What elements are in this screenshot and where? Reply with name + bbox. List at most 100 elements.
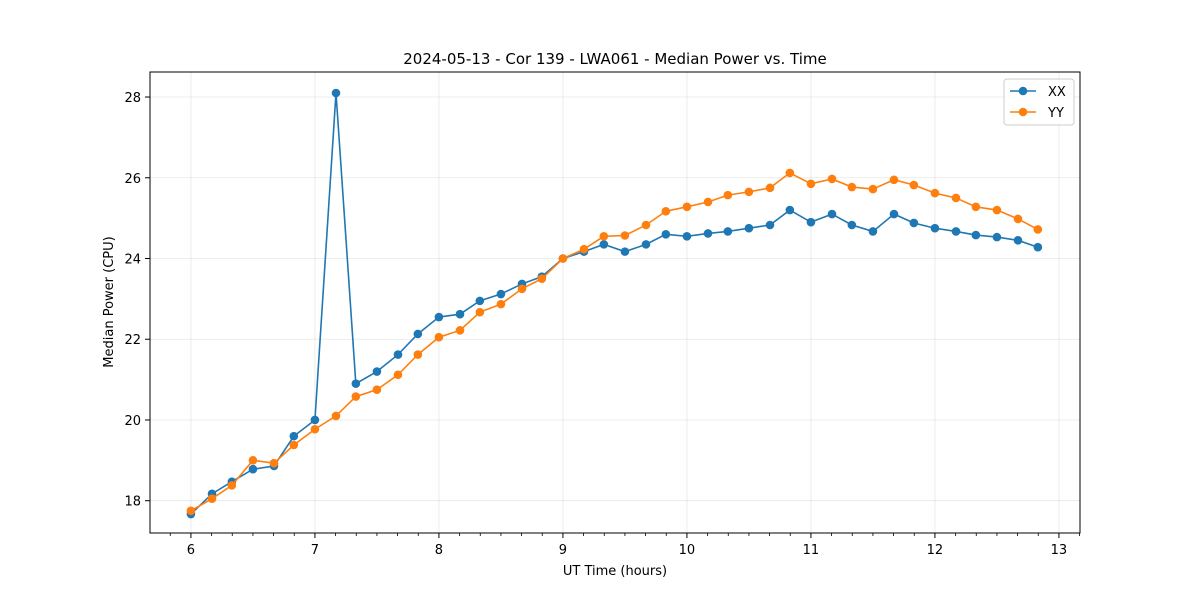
data-point-yy <box>269 458 279 468</box>
data-point-yy <box>785 168 795 178</box>
data-point-yy <box>951 193 961 203</box>
data-point-yy <box>248 456 258 465</box>
data-point-yy <box>703 197 713 207</box>
data-point-yy <box>599 231 609 241</box>
data-point-xx <box>372 367 382 376</box>
data-point-yy <box>847 182 857 192</box>
grid <box>150 72 1080 533</box>
legend: XX YY <box>1003 78 1075 126</box>
y-tick-label: 28 <box>124 91 141 106</box>
data-point-yy <box>620 231 630 240</box>
data-point-xx <box>393 350 403 359</box>
data-point-xx <box>806 217 816 227</box>
x-axis-label: UT Time (hours) <box>563 564 667 579</box>
data-point-yy <box>992 205 1002 215</box>
data-point-yy <box>496 299 506 309</box>
data-point-xx <box>889 209 899 219</box>
data-point-yy <box>475 307 485 317</box>
data-point-yy <box>1033 225 1043 234</box>
data-point-xx <box>785 205 795 215</box>
chart-title: 2024-05-13 - Cor 139 - LWA061 - Median P… <box>403 50 827 68</box>
data-point-yy <box>517 284 527 294</box>
data-point-xx <box>992 232 1002 242</box>
data-point-yy <box>641 220 651 230</box>
data-point-yy <box>806 179 816 189</box>
data-point-yy <box>537 274 547 283</box>
legend-label-yy: YY <box>1047 106 1064 121</box>
x-axis: 6 7 8 9 10 11 12 13 <box>169 533 1080 558</box>
y-tick-label: 18 <box>124 495 141 510</box>
data-point-yy <box>331 411 341 421</box>
data-point-yy <box>909 180 919 190</box>
legend-marker-xx <box>1018 86 1028 96</box>
y-axis-label: Median Power (CPU) <box>102 236 117 367</box>
data-point-yy <box>558 254 568 263</box>
data-point-yy <box>207 494 217 503</box>
y-tick-label: 26 <box>124 172 141 187</box>
data-point-xx <box>455 309 465 319</box>
data-point-xx <box>703 229 713 238</box>
data-point-yy <box>971 202 981 212</box>
data-point-xx <box>434 312 444 322</box>
data-point-xx <box>930 223 940 233</box>
x-tick-label: 13 <box>1051 543 1068 558</box>
series-layer <box>186 88 1043 519</box>
data-point-xx <box>827 209 837 219</box>
data-point-yy <box>289 440 299 450</box>
data-point-yy <box>227 481 237 490</box>
data-point-yy <box>723 190 733 200</box>
legend-label-xx: XX <box>1048 85 1066 100</box>
data-point-yy <box>186 506 196 516</box>
data-point-yy <box>765 183 775 193</box>
data-point-xx <box>289 431 299 441</box>
data-point-xx <box>599 240 609 249</box>
data-point-xx <box>413 329 423 339</box>
x-tick-label: 8 <box>435 543 443 558</box>
data-point-xx <box>744 223 754 233</box>
y-tick-label: 20 <box>124 414 141 429</box>
data-point-xx <box>661 229 671 239</box>
plot-frame <box>149 71 1081 534</box>
x-tick-label: 6 <box>187 543 195 558</box>
data-point-xx <box>496 289 506 299</box>
data-point-xx <box>1033 242 1043 252</box>
data-point-yy <box>661 206 671 216</box>
data-point-yy <box>434 332 444 342</box>
data-point-yy <box>455 326 465 335</box>
x-tick-label: 7 <box>311 543 319 558</box>
data-point-xx <box>248 464 258 474</box>
x-tick-label: 12 <box>927 543 944 558</box>
data-point-xx <box>641 240 651 249</box>
legend-marker-yy <box>1018 107 1028 117</box>
data-point-xx <box>1013 236 1023 245</box>
data-point-yy <box>372 385 382 394</box>
y-axis: 18 20 22 24 26 28 <box>124 91 150 510</box>
x-tick-label: 11 <box>803 543 820 558</box>
data-point-xx <box>723 227 733 236</box>
data-point-yy <box>351 392 361 401</box>
data-point-yy <box>413 350 423 359</box>
data-point-xx <box>310 415 320 425</box>
data-point-yy <box>579 244 589 254</box>
data-point-xx <box>847 220 857 230</box>
data-point-yy <box>889 175 899 185</box>
data-point-yy <box>868 184 878 194</box>
data-point-xx <box>909 218 919 228</box>
y-tick-label: 22 <box>124 333 141 348</box>
data-point-yy <box>1013 214 1023 224</box>
data-point-xx <box>475 296 485 306</box>
data-point-xx <box>765 220 775 230</box>
data-point-yy <box>310 424 320 434</box>
data-point-xx <box>951 227 961 236</box>
data-point-yy <box>393 370 403 380</box>
y-tick-label: 24 <box>124 252 141 267</box>
data-point-yy <box>827 174 837 184</box>
data-point-xx <box>971 230 981 240</box>
data-point-xx <box>331 88 341 98</box>
data-point-yy <box>930 188 940 198</box>
data-point-xx <box>351 379 361 388</box>
data-point-yy <box>682 202 692 212</box>
data-point-xx <box>868 227 878 236</box>
